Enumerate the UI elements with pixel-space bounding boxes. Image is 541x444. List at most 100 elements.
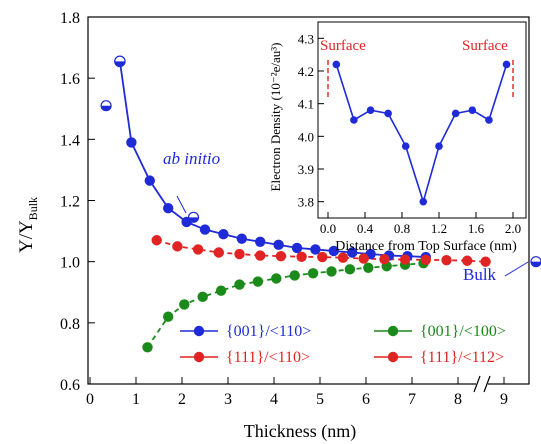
y-axis-label: Y/YBulk — [16, 197, 40, 253]
inset-y-tick-label: 3.9 — [298, 162, 314, 177]
data-point — [236, 233, 247, 244]
inset-y-tick-label: 4.2 — [298, 64, 314, 79]
inset-x-tick-label: 1.2 — [431, 221, 447, 236]
data-point — [420, 254, 431, 266]
inset-x-tick-label: 0.8 — [394, 221, 410, 236]
legend-label: {111}/<112> — [420, 349, 504, 366]
surface-label-left: Surface — [320, 38, 366, 54]
data-point — [218, 228, 229, 240]
inset-data-point — [366, 106, 375, 114]
data-point — [441, 254, 452, 266]
inset-x-tick-label: 1.6 — [468, 221, 485, 236]
x-tick-label: 9 — [500, 391, 508, 408]
inset-y-tick-label: 4.3 — [298, 31, 314, 46]
data-point — [179, 299, 190, 310]
inset-x-tick-label: 2.0 — [505, 221, 521, 236]
data-point — [197, 291, 208, 303]
inset-x-tick-label: 0.0 — [320, 221, 336, 236]
inset-data-point — [451, 109, 460, 118]
axis-break-gap — [476, 378, 488, 390]
surface-label-right: Surface — [462, 38, 508, 54]
ab-initio-point-fill — [101, 105, 112, 111]
inset-data-point — [350, 116, 358, 124]
data-point — [379, 254, 390, 265]
data-point — [337, 252, 349, 263]
data-point — [199, 224, 211, 235]
data-point — [151, 235, 162, 246]
legend-label: {111}/<110> — [226, 349, 310, 366]
y-tick-label: 1.2 — [60, 194, 80, 211]
data-point — [399, 254, 411, 265]
inset-data-point — [435, 142, 443, 150]
legend-marker — [387, 325, 399, 337]
x-tick-label: 5 — [316, 391, 324, 408]
inset-data-point — [332, 60, 341, 69]
bulk-arrow — [504, 261, 529, 277]
legend: {001}/<110> {001}/<100> {111}/<110> {111}/<… — [180, 323, 506, 366]
axis-labels: Thickness (nm) Y/YBulk — [16, 197, 356, 442]
inset-data-point — [384, 109, 392, 118]
inset-data-point — [485, 116, 493, 124]
x-tick-label: 4 — [270, 391, 278, 408]
data-point — [234, 279, 245, 290]
y-tick-label: 0.6 — [60, 377, 80, 394]
legend-marker — [193, 325, 205, 337]
data-point — [289, 270, 300, 281]
ab-initio-point-fill — [188, 217, 199, 223]
legend-label: {001}/<100> — [420, 323, 506, 340]
data-point — [215, 285, 227, 296]
data-point — [172, 241, 183, 252]
inset-data-point — [502, 60, 511, 69]
data-point — [462, 255, 473, 266]
bulk-point-fill — [531, 261, 541, 267]
data-point — [347, 247, 358, 258]
data-point — [296, 251, 307, 262]
data-point — [163, 202, 174, 214]
inset-data-point — [419, 197, 428, 206]
legend-marker — [193, 351, 205, 363]
data-point — [344, 264, 356, 275]
main-axes: 0 1 2 3 4 5 6 7 8 9 0.6 0.8 1.0 1.2 1.4 1.6 1.8 — [60, 10, 508, 408]
data-point — [480, 256, 491, 267]
data-point — [310, 244, 321, 255]
main-series-points — [114, 55, 491, 353]
inset-chart: 0.0 0.4 0.8 1.2 1.6 2.0 3.8 3.9 4.0 4.1 4.2 4.3 Surf… — [268, 21, 527, 254]
y-tick-label: 0.8 — [60, 316, 80, 333]
data-point — [192, 244, 204, 255]
main-annotations: ab initio Bulk — [100, 100, 541, 284]
legend-marker — [387, 351, 399, 363]
data-point — [213, 247, 224, 258]
data-point — [326, 266, 337, 277]
data-point — [273, 239, 284, 251]
x-tick-label: 6 — [362, 391, 370, 408]
lead-point-fill — [114, 61, 126, 67]
data-point — [255, 250, 266, 261]
x-axis-label: Thickness (nm) — [244, 421, 356, 442]
inset-data-point — [468, 106, 477, 114]
data-point — [291, 242, 303, 254]
inset-y-tick-label: 4.0 — [298, 129, 314, 144]
series-line — [146, 262, 424, 348]
data-point — [163, 311, 174, 322]
data-point — [142, 342, 153, 353]
series-line — [156, 239, 486, 263]
x-tick-label: 8 — [454, 391, 462, 408]
data-point — [271, 273, 282, 284]
inset-y-tick-label: 4.1 — [298, 97, 314, 112]
x-tick-label: 0 — [86, 391, 94, 408]
legend-label: {001}/<110> — [226, 323, 311, 340]
x-tick-label: 1 — [132, 391, 140, 408]
ab-initio-arrow — [176, 195, 187, 214]
data-point — [252, 276, 264, 287]
data-point — [307, 268, 319, 279]
data-point — [363, 262, 374, 273]
data-point — [328, 245, 339, 257]
x-tick-label: 3 — [224, 391, 232, 408]
inset-data-point — [401, 142, 410, 150]
data-point — [255, 236, 266, 247]
inset-x-tick-label: 0.4 — [357, 221, 374, 236]
ab-initio-label: ab initio — [163, 149, 220, 168]
x-tick-label: 2 — [178, 391, 186, 408]
y-tick-label: 1.4 — [60, 132, 80, 149]
